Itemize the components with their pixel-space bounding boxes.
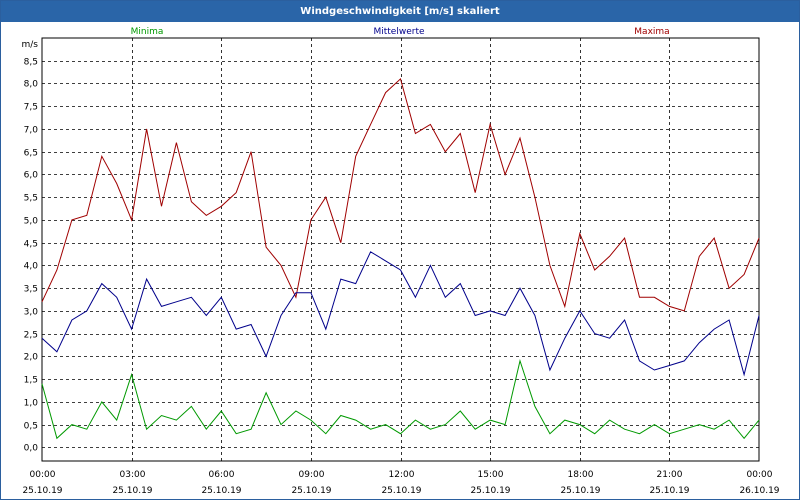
- y-tick-label: 5,5: [24, 194, 38, 204]
- y-tick-label: 0,0: [24, 444, 39, 454]
- y-tick-label: 1,0: [24, 399, 39, 409]
- x-tick-date: 25.10.19: [291, 486, 331, 496]
- x-tick-time: 21:00: [657, 470, 683, 480]
- legend-mittelwerte: Mittelwerte: [373, 27, 424, 37]
- y-tick-label: 5,0: [24, 217, 39, 227]
- series-line-minima: [41, 359, 760, 440]
- x-tick-date: 25.10.19: [560, 486, 600, 496]
- x-tick-date: 25.10.19: [201, 486, 241, 496]
- x-tick-date: 25.10.19: [22, 486, 62, 496]
- y-tick-label: 4,0: [24, 262, 39, 272]
- y-tick-label: 3,0: [24, 308, 39, 318]
- y-tick-label: 8,0: [24, 80, 39, 90]
- x-tick-time: 12:00: [389, 470, 415, 480]
- x-tick-time: 09:00: [299, 470, 325, 480]
- y-tick-label: 0,5: [24, 422, 38, 432]
- x-tick-time: 06:00: [209, 470, 235, 480]
- plot-area: [41, 37, 760, 462]
- series-line-mittelwerte: [41, 251, 760, 377]
- y-tick-label: 8,5: [24, 58, 38, 68]
- y-tick-label: 2,0: [24, 353, 39, 363]
- y-tick-label: 7,0: [24, 126, 39, 136]
- x-tick-date: 25.10.19: [112, 486, 152, 496]
- x-tick-date: 25.10.19: [381, 486, 421, 496]
- x-tick-time: 00:00: [30, 470, 56, 480]
- x-tick-date: 25.10.19: [470, 486, 510, 496]
- y-tick-label: 1,5: [24, 376, 38, 386]
- y-tick-label: 6,5: [24, 149, 38, 159]
- y-tick-label: 2,5: [24, 331, 38, 341]
- x-tick-time: 18:00: [568, 470, 594, 480]
- x-tick-time: 03:00: [120, 470, 146, 480]
- x-tick-date: 26.10.19: [739, 486, 779, 496]
- legend-maxima: Maxima: [634, 27, 669, 37]
- y-tick-label: 7,5: [24, 103, 38, 113]
- legend-minima: Minima: [131, 27, 164, 37]
- series-line-maxima: [41, 77, 760, 312]
- y-axis-label: m/s: [22, 40, 39, 50]
- x-tick-date: 25.10.19: [649, 486, 689, 496]
- y-tick-label: 3,5: [24, 285, 38, 295]
- y-tick-label: 4,5: [24, 240, 38, 250]
- y-tick-label: 6,0: [24, 171, 39, 181]
- window-title: Windgeschwindigkeit [m/s] skaliert: [1, 1, 799, 22]
- x-tick-time: 00:00: [747, 470, 773, 480]
- x-tick-time: 15:00: [478, 470, 504, 480]
